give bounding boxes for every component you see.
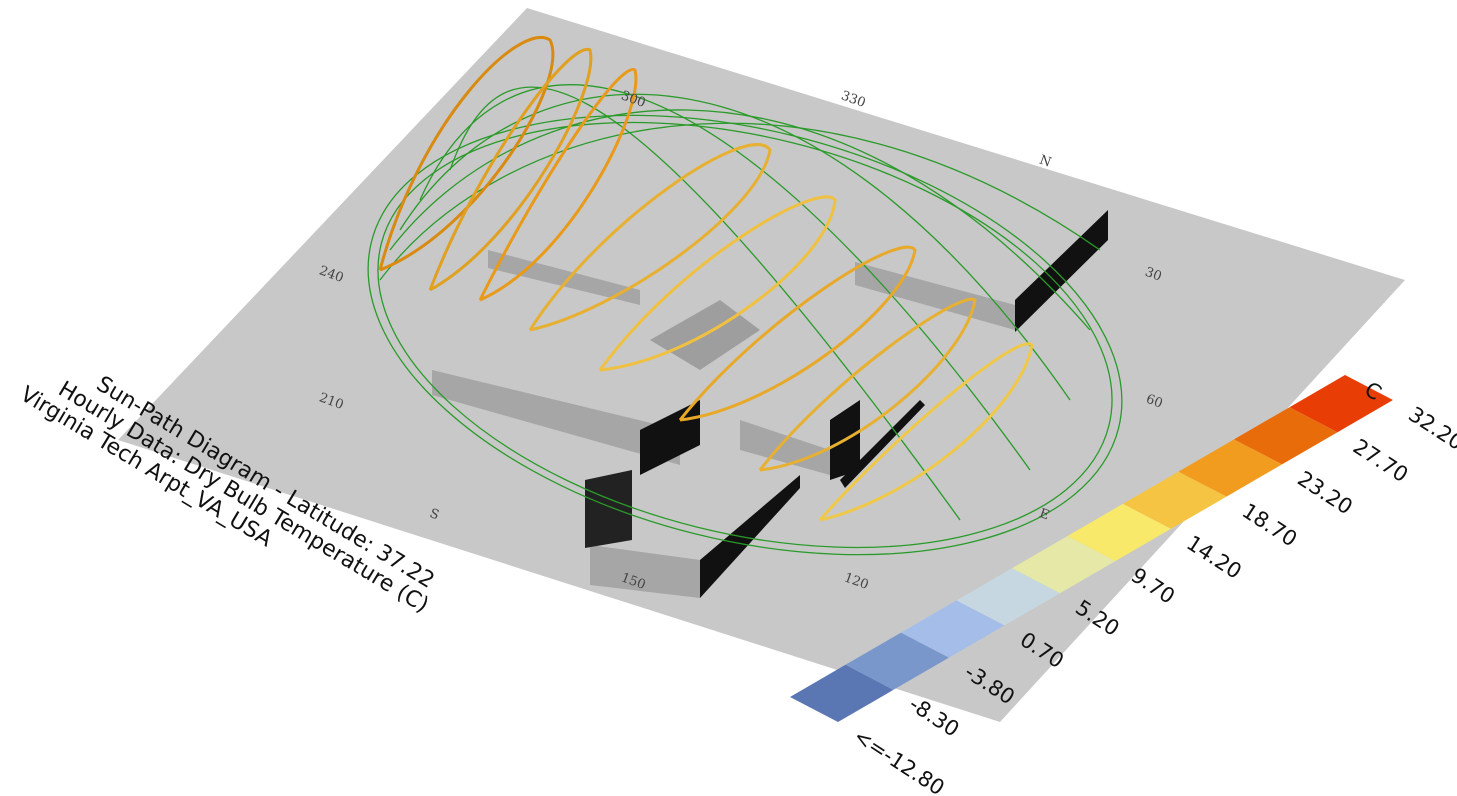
legend-swatch [1012, 536, 1116, 594]
legend-label: 18.70 [1238, 499, 1301, 552]
sun-path-grid [367, 84, 1123, 556]
sun-path-loops [378, 36, 1034, 522]
legend-swatch [1234, 407, 1338, 465]
legend-swatch [901, 600, 1005, 658]
legend-swatch [1178, 439, 1282, 497]
legend-swatch [845, 632, 949, 690]
legend-swatch [1123, 471, 1227, 529]
ground-plane [118, 8, 1405, 722]
legend-swatch [956, 568, 1060, 626]
legend-label: 32.20<= [1404, 402, 1457, 474]
legend-swatch [790, 664, 894, 722]
legend-swatch [1289, 375, 1393, 433]
compass-label: 60 [1144, 392, 1165, 412]
legend-label: 9.70 [1127, 563, 1179, 609]
legend-label: 14.20 [1182, 531, 1245, 584]
legend-label: <=-12.80 [849, 724, 948, 796]
legend-label: 27.70 [1349, 434, 1412, 487]
legend-swatch [1067, 503, 1171, 561]
compass-label: 30 [1143, 265, 1164, 285]
compass-label: N [1037, 153, 1053, 171]
legend-label: 23.20 [1293, 466, 1356, 519]
